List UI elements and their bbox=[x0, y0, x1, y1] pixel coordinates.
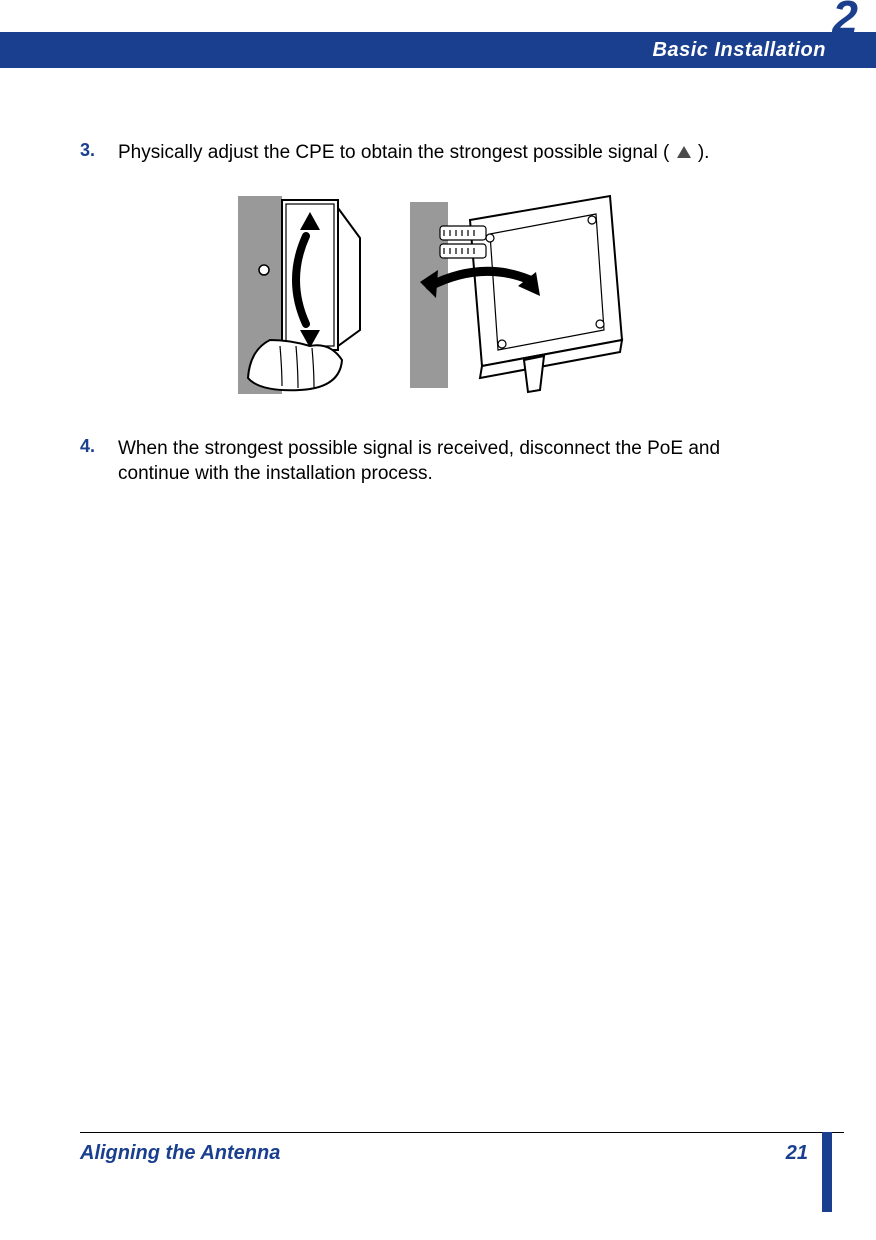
step-text: Physically adjust the CPE to obtain the … bbox=[118, 140, 796, 166]
header-bar: Basic Installation bbox=[0, 32, 876, 68]
footer-rule bbox=[80, 1132, 844, 1133]
footer-tab-marker bbox=[822, 1132, 832, 1212]
cpe-alignment-diagram bbox=[210, 190, 630, 400]
header-title: Basic Installation bbox=[653, 39, 827, 62]
step-text-before: Physically adjust the CPE to obtain the … bbox=[118, 142, 669, 163]
step-number: 4. bbox=[80, 436, 118, 487]
triangle-up-icon bbox=[677, 140, 691, 166]
page-content: 3. Physically adjust the CPE to obtain t… bbox=[80, 140, 796, 511]
page-footer: Aligning the Antenna 21 bbox=[80, 1132, 844, 1192]
footer-section-title: Aligning the Antenna bbox=[80, 1142, 280, 1165]
step-number: 3. bbox=[80, 140, 118, 166]
step-4: 4. When the strongest possible signal is… bbox=[80, 436, 796, 487]
step-text: When the strongest possible signal is re… bbox=[118, 436, 796, 487]
footer-page-number: 21 bbox=[786, 1142, 808, 1165]
step-3: 3. Physically adjust the CPE to obtain t… bbox=[80, 140, 796, 166]
chapter-number: 2 bbox=[832, 0, 858, 40]
step-text-after: ). bbox=[698, 142, 710, 163]
